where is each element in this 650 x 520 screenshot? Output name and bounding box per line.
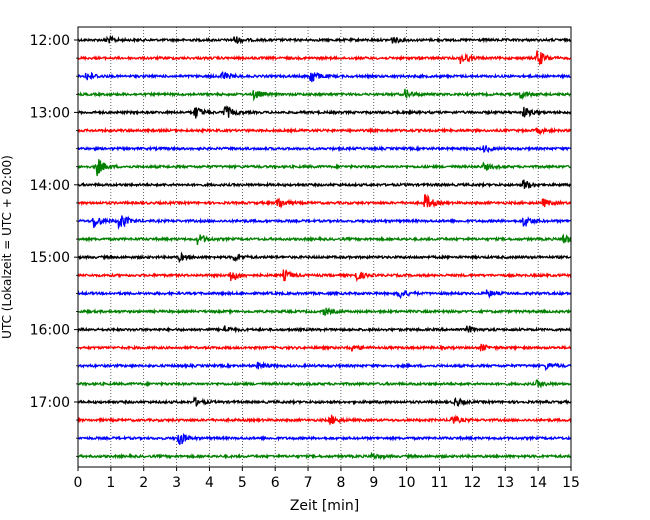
x-tick-label: 10: [398, 475, 416, 491]
trace-row-1445: [77, 233, 572, 246]
trace-row-1500: [77, 251, 572, 264]
x-tick-label: 6: [271, 475, 280, 491]
y-tick-label: 17:00: [30, 395, 70, 411]
trace-row-1315: [77, 126, 572, 136]
y-tick-label: 16:00: [30, 323, 70, 339]
trace-row-1230: [77, 71, 572, 83]
x-axis-label: Zeit [min]: [290, 498, 359, 514]
trace-row-1415: [77, 193, 572, 209]
x-tick-label: 15: [562, 475, 580, 491]
axis-ticks: 0 1 2 3 4 5 6 7 8 9 10 11 12 13 14 1512:0013:0014:0015:…: [30, 33, 580, 491]
x-tick-label: 11: [431, 475, 449, 491]
x-tick-label: 5: [238, 475, 247, 491]
y-tick-label: 13:00: [30, 105, 70, 121]
trace-row-1345: [77, 159, 572, 177]
trace-row-1430: [77, 215, 572, 230]
trace-row-1300: [77, 105, 572, 119]
trace-row-1730: [77, 432, 572, 445]
seismic-traces: [77, 34, 572, 461]
x-tick-label: 13: [496, 475, 514, 491]
x-tick-label: 2: [139, 475, 148, 491]
trace-row-1715: [77, 414, 572, 425]
trace-row-1515: [77, 268, 572, 283]
trace-row-1600: [77, 325, 572, 334]
grid-lines: [110, 27, 539, 467]
plot-frame: [77, 26, 572, 468]
trace-row-1630: [77, 361, 572, 372]
y-axis-label: UTC (Lokalzeit = UTC + 02:00): [0, 155, 14, 339]
trace-row-1615: [77, 343, 572, 352]
x-tick-label: 8: [336, 475, 345, 491]
x-tick-label: 14: [529, 475, 547, 491]
x-tick-label: 0: [74, 475, 83, 491]
trace-row-1400: [77, 179, 572, 189]
trace-row-1245: [77, 88, 572, 102]
trace-row-1215: [77, 50, 572, 66]
x-tick-label: 3: [172, 475, 181, 491]
trace-row-1545: [77, 307, 572, 317]
x-tick-label: 1: [106, 475, 115, 491]
trace-row-1700: [77, 395, 572, 407]
y-tick-label: 15:00: [30, 250, 70, 266]
y-tick-label: 12:00: [30, 33, 70, 49]
trace-row-1200: [77, 34, 572, 45]
trace-row-1330: [77, 144, 572, 154]
x-tick-label: 4: [205, 475, 214, 491]
trace-row-1745: [77, 451, 572, 461]
y-tick-label: 14:00: [30, 178, 70, 194]
trace-row-1530: [77, 289, 572, 300]
x-tick-label: 7: [304, 475, 313, 491]
trace-row-1645: [77, 379, 572, 389]
x-tick-label: 9: [369, 475, 378, 491]
x-tick-label: 12: [463, 475, 481, 491]
